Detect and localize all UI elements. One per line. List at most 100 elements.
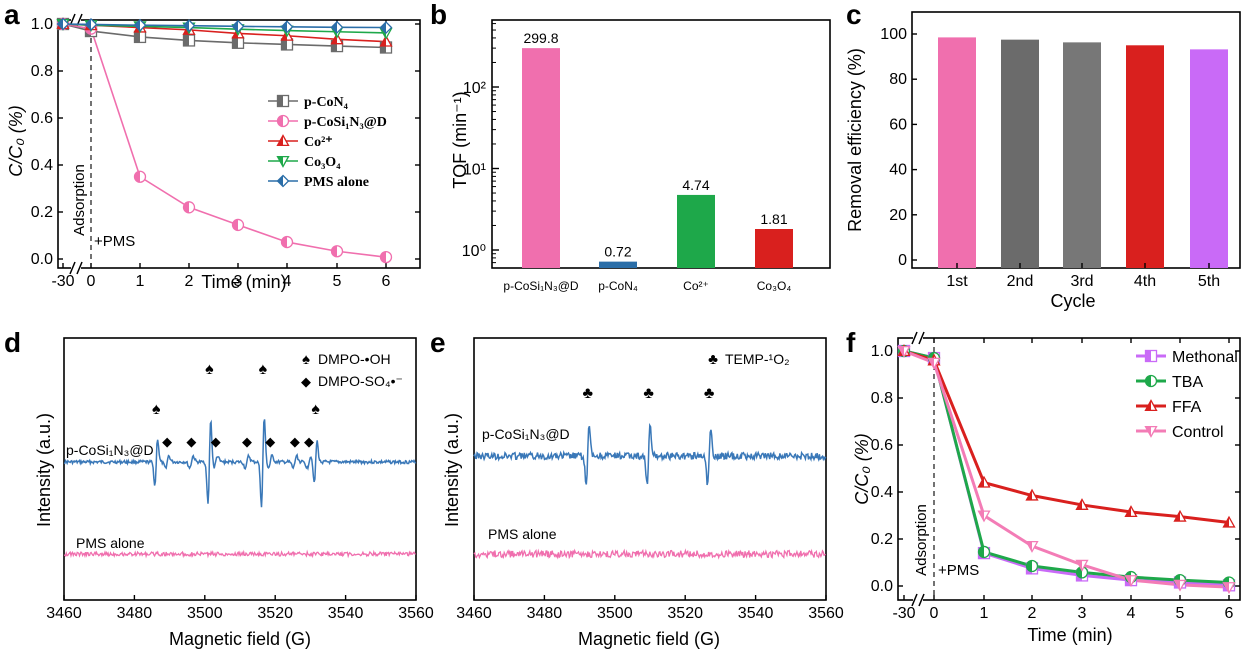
f-annot-pms: +PMS [938,562,979,579]
f-point-3-2-half [978,511,984,521]
e-xtick-1-label: 3480 [527,605,563,622]
d-spade-marker-0: ♠ [152,401,161,418]
f-point-2-4 [1075,498,1089,510]
a-point-4-5 [280,20,294,34]
f-point-2-3 [1025,488,1039,501]
f-point-2-4-half [1076,499,1082,510]
a-point-1-2-half [134,171,140,183]
a-plot-frame [57,19,421,269]
a-point-1-2 [133,170,147,183]
f-point-1-2 [977,545,991,559]
f-point-2-5 [1124,505,1138,518]
c-bar-3 [1126,45,1164,268]
a-point-0-3-half [183,34,189,46]
b-bar-1 [599,261,637,268]
f-point-3-3 [1025,541,1039,553]
d-spade-marker-2: ♠ [259,361,268,378]
a-point-1-3 [182,201,196,214]
a-legend-text-2: Co²⁺ [304,135,333,150]
e-series-line-0 [473,422,827,486]
a-point-1-4 [231,218,245,232]
f-axis-break-bottom-gap [913,593,923,607]
a-legend-text-3: Co₃O₄ [304,155,341,170]
d-xtick-5-label: 3560 [398,605,434,622]
d-xtick-3-label: 3520 [257,605,293,622]
a-xtick-1-label: 0 [87,273,96,290]
a-axis-break-top-gap [71,13,81,27]
a-point-4-0-half [57,18,63,30]
f-ylabel: C/C₀ (%) [852,433,872,505]
f-point-3-3-half [1026,541,1032,552]
b-bar-2 [677,194,715,268]
panel-label-f: f [846,327,856,358]
a-axis-break-bottom-slash-1 [69,261,76,275]
a-legend-marker-0-half [277,95,283,107]
d-legend-text-1: DMPO-SO₄•⁻ [318,373,403,389]
c-ytick-3-label: 60 [889,116,907,133]
f-point-2-2 [977,475,991,488]
f-legend-marker-2-half [1145,400,1151,411]
f-xtick-4-label: 3 [1078,605,1087,622]
e-club-marker-1: ♣ [643,385,654,402]
e-xtick-5-label: 3560 [808,605,844,622]
a-annot-pms: +PMS [94,233,135,250]
a-legend-marker-4 [276,174,290,188]
d-xtick-0-label: 3460 [46,605,82,622]
f-xtick-3-label: 2 [1028,605,1037,622]
e-club-marker-0: ♣ [582,385,593,402]
a-xtick-7-label: 6 [382,273,391,290]
a-point-2-7 [379,34,393,47]
f-point-3-0 [897,345,911,358]
f-legend-marker-1-half [1145,375,1151,387]
f-ytick-0-label: 0.0 [871,578,893,595]
c-ylabel: Removal efficiency (%) [845,48,865,232]
f-annot-adsorption: Adsorption [913,504,930,576]
d-legend-text-0: DMPO-•OH [318,351,391,367]
f-legend-marker-1 [1144,374,1158,388]
f-legend-marker-2 [1144,399,1158,412]
f-point-2-6-half [1174,511,1180,522]
f-xtick-6-label: 5 [1176,605,1185,622]
d-spade-marker-3: ♠ [311,401,320,418]
a-ytick-5-label: 1.0 [31,16,53,33]
c-xtick-3-label: 4th [1134,273,1156,290]
f-legend-marker-3 [1144,425,1158,438]
f-legend-text-1: TBA [1172,374,1203,391]
a-point-4-1-half [85,18,91,30]
a-point-4-3 [182,19,196,33]
a-point-0-3 [182,34,196,47]
e-series-label-1: PMS alone [488,526,557,542]
f-legend-text-3: Control [1172,424,1224,441]
a-point-0-4 [231,36,245,49]
a-axis-break-bottom-slash-2 [76,261,83,275]
d-xtick-4-label: 3540 [328,605,364,622]
a-point-4-7-half [380,22,386,34]
d-series-line-0 [63,419,417,508]
d-diamond-marker-3: ◆ [242,434,252,449]
f-point-3-1 [927,357,941,370]
f-point-2-7-half [1223,517,1229,527]
a-point-1-5-half [281,236,287,248]
f-legend-text-2: FFA [1172,399,1202,416]
f-point-1-2-half [978,546,984,558]
f-axis-break-bottom-slash-1 [911,593,918,607]
b-category-label-1: p-CoN₄ [598,279,638,293]
d-spade-marker-1: ♠ [205,361,214,378]
a-point-1-5 [280,235,294,249]
d-diamond-marker-2: ◆ [211,434,221,449]
f-point-2-7 [1222,515,1236,528]
a-series-line-4 [62,23,387,29]
b-category-label-2: Co²⁺ [683,279,709,293]
a-point-1-7 [379,250,393,264]
b-category-label-3: Co₃O₄ [757,279,792,293]
b-data-label-2: 4.74 [682,177,709,193]
f-point-3-6-half [1174,580,1180,591]
a-point-1-4-half [232,219,238,231]
a-legend-marker-1 [276,114,290,128]
d-diamond-marker-0: ◆ [162,434,172,449]
e-xtick-4-label: 3540 [738,605,774,622]
e-club-marker-2: ♣ [704,385,715,402]
f-point-2-2-half [978,477,984,487]
a-legend-text-1: p-CoSi₁N₃@D [304,115,387,130]
f-axis-break-bottom-slash-2 [918,593,925,607]
